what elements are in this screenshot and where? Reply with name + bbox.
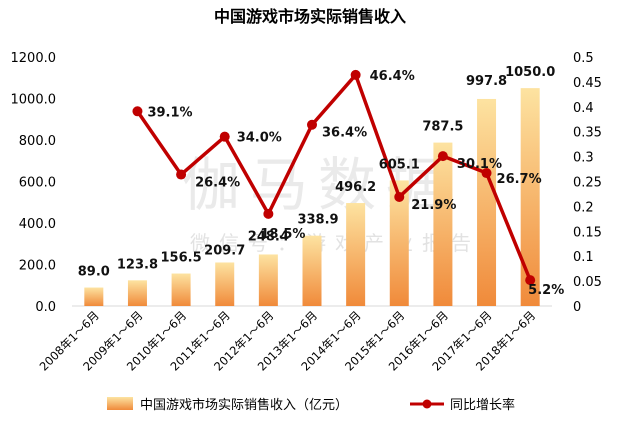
growth-rate-label: 21.9% (411, 198, 456, 213)
y-right-tick-label: 0.25 (573, 176, 602, 191)
bar-value-label: 1050.0 (505, 65, 555, 80)
bar-series (84, 88, 540, 306)
bar-value-label: 248.4 (248, 229, 289, 244)
growth-rate-label: 18.5% (260, 227, 305, 242)
growth-line-point (176, 169, 187, 180)
y-left-tick-label: 600.0 (19, 176, 56, 191)
growth-line-point (437, 151, 448, 162)
growth-rate-label: 46.4% (370, 69, 415, 84)
y-right-tick-label: 0.5 (573, 51, 594, 66)
y-right-tick-label: 0.35 (573, 126, 602, 141)
bar-value-label: 209.7 (204, 243, 245, 258)
bar (84, 287, 104, 306)
bar-value-label: 787.5 (422, 120, 463, 135)
bar-value-label: 89.0 (78, 265, 110, 280)
y-right-tick-label: 0.1 (573, 250, 594, 265)
x-axis: 2008年1～6月2009年1～6月2010年1～6月2011年1～6月2012… (37, 308, 539, 373)
bar (389, 180, 409, 306)
y-axis-left: 0.0 200.0 400.0 600.0 800.0 1000.0 1200.0 (11, 51, 57, 315)
y-left-tick-label: 0.0 (35, 300, 56, 315)
growth-rate-label: 30.1% (457, 157, 502, 172)
y-right-tick-label: 0.45 (573, 76, 602, 91)
growth-line-point (132, 106, 143, 117)
bar (477, 98, 497, 306)
y-axis-right: 0 0.05 0.1 0.15 0.2 0.25 0.3 0.35 0.4 0.45 0.5 (573, 51, 602, 315)
bar-value-label: 997.8 (466, 74, 507, 89)
growth-line-point (525, 275, 536, 286)
y-right-tick-label: 0.15 (573, 225, 602, 240)
watermark-sub: 微信号：游戏产业报告 (190, 231, 480, 255)
y-right-tick-label: 0.05 (573, 275, 602, 290)
legend-bar-label: 中国游戏市场实际销售收入（亿元） (140, 397, 348, 413)
y-left-tick-label: 400.0 (19, 217, 56, 232)
growth-rate-label: 39.1% (147, 105, 192, 120)
y-right-tick-label: 0 (573, 300, 581, 315)
legend-line-marker (422, 399, 432, 409)
y-left-tick-label: 800.0 (19, 134, 56, 149)
bar (433, 142, 453, 306)
bar (302, 235, 322, 306)
growth-line-path (136, 73, 532, 281)
growth-line-point (307, 119, 317, 130)
growth-line-point (481, 168, 492, 179)
bar (215, 262, 235, 306)
growth-rate-label: 34.0% (237, 131, 282, 146)
growth-line-point (350, 69, 361, 80)
bar-value-label: 156.5 (161, 251, 202, 266)
y-left-tick-label: 1000.0 (11, 93, 57, 108)
growth-line-series (132, 69, 536, 286)
chart-title: 中国游戏市场实际销售收入 (214, 7, 406, 26)
bar-value-label: 605.1 (379, 157, 420, 172)
bar-value-label: 338.9 (297, 213, 338, 228)
y-right-tick-label: 0.2 (573, 200, 594, 215)
growth-rate-label: 36.4% (322, 126, 367, 141)
bar (258, 254, 278, 306)
legend: 中国游戏市场实际销售收入（亿元） 同比增长率 (107, 397, 515, 413)
bar (127, 280, 147, 306)
legend-line-label: 同比增长率 (450, 397, 515, 413)
bar-value-label: 123.8 (117, 257, 158, 272)
growth-rate-label: 5.2% (528, 283, 564, 298)
bar (520, 88, 540, 306)
y-left-tick-label: 1200.0 (11, 51, 57, 66)
y-left-tick-label: 200.0 (19, 259, 56, 274)
growth-rate-label: 26.7% (497, 172, 542, 187)
growth-rate-label: 26.4% (195, 176, 240, 191)
growth-line-point (219, 131, 230, 142)
line-data-labels: 39.1% 26.4% 34.0% 18.5% 36.4% 46.4% 21.9% 30.1%… (147, 69, 564, 298)
bar (346, 203, 366, 306)
growth-line-point (394, 191, 405, 202)
growth-line-point (263, 208, 274, 219)
y-right-tick-label: 0.4 (573, 101, 594, 116)
legend-bar-swatch (107, 397, 133, 410)
bar (171, 273, 191, 306)
y-right-tick-label: 0.3 (573, 151, 594, 166)
bar-value-label: 496.2 (335, 180, 376, 195)
